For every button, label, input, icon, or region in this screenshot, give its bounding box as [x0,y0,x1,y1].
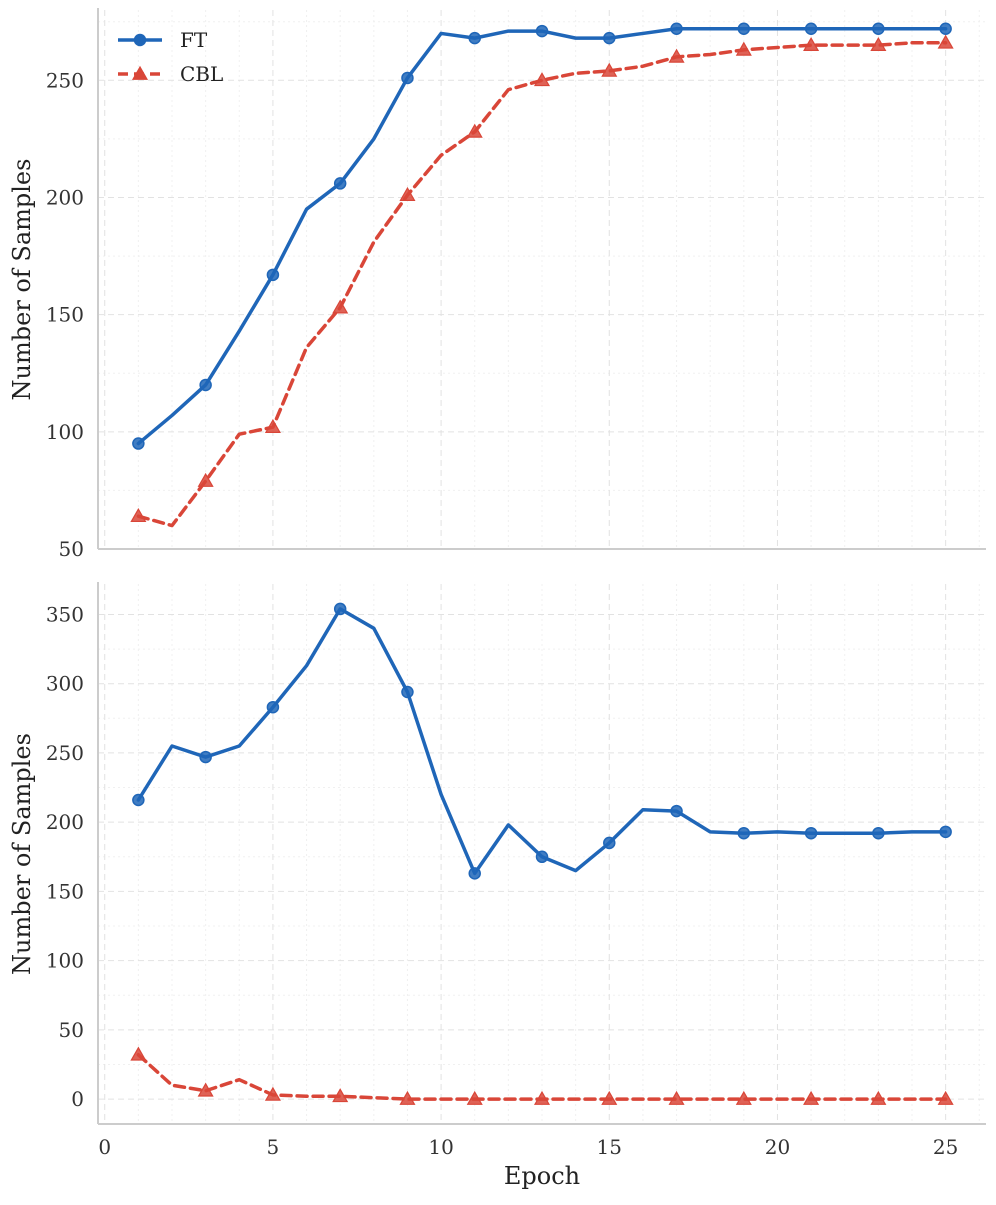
y-tick-label: 100 [46,949,84,973]
data-point-ft [939,22,952,35]
data-point-ft [535,24,549,38]
y-tick-label: 150 [46,303,84,327]
y-axis-title: Number of Samples [8,159,36,401]
data-point-cbl [197,1082,214,1097]
data-point-cbl [803,1090,820,1105]
data-point-cbl [870,36,887,52]
data-point-cbl [399,1090,416,1105]
data-point-cbl [803,36,820,52]
data-point-ft [266,700,280,714]
data-point-ft [872,22,885,35]
legend-label-cbl: CBL [180,62,223,86]
data-point-cbl [466,1090,483,1105]
data-point-ft [468,31,481,45]
data-point-cbl [870,1090,887,1105]
x-tick-label: 15 [597,1135,622,1159]
data-point-cbl [668,1090,685,1105]
x-tick-label: 5 [267,1135,280,1159]
data-point-ft [468,867,481,880]
x-axis-title: Epoch [504,1162,580,1190]
data-point-ft [872,826,885,840]
data-point-cbl [399,186,416,201]
data-point-ft [737,826,751,840]
data-point-cbl [332,1088,349,1103]
data-point-ft [401,71,414,85]
y-tick-label: 200 [46,185,84,209]
data-point-cbl [533,72,551,87]
y-tick-label: 350 [46,602,84,626]
y-tick-label: 250 [46,68,84,92]
data-point-ft [603,836,616,850]
y-tick-label: 50 [59,1018,84,1042]
data-point-cbl [197,472,214,487]
data-point-ft [939,825,952,839]
data-point-ft [132,437,145,450]
data-point-cbl [130,507,147,523]
data-point-ft [670,22,683,35]
legend-marker-cbl [131,65,149,80]
y-tick-label: 100 [46,420,84,444]
y-tick-label: 50 [59,537,84,561]
y-tick-label: 300 [46,672,84,696]
data-point-ft [266,268,280,282]
x-tick-label: 10 [428,1135,453,1159]
data-point-ft [199,750,212,764]
y-tick-label: 200 [46,810,84,834]
data-point-cbl [601,1090,618,1105]
legend-label-ft: FT [180,28,208,52]
x-tick-label: 20 [765,1135,790,1159]
data-point-cbl [130,1046,147,1061]
y-tick-label: 250 [46,741,84,765]
y-tick-label: 0 [71,1087,84,1111]
data-point-ft [737,22,751,35]
data-point-cbl [937,34,954,49]
data-point-cbl [735,41,752,56]
data-point-ft [535,850,549,864]
chart-panel-1: 50 100 150 200 250 Number of Samples FT CBL [8,8,986,561]
legend-marker-ft [133,33,147,47]
data-point-cbl [264,1086,281,1101]
x-tick-label: 0 [98,1135,111,1159]
data-point-ft [333,602,347,616]
data-point-cbl [332,299,349,314]
data-point-ft [670,804,683,818]
chart-panel-2: 0 50 100 150 200 250 300 350 0 5 10 15 20 25 Number of… [8,582,986,1190]
data-point-ft [804,22,818,35]
data-point-cbl [601,62,618,77]
y-tick-label: 150 [46,879,84,903]
data-point-cbl [668,48,685,63]
data-point-ft [804,826,818,840]
y-axis-title: Number of Samples [8,733,36,975]
data-point-cbl [264,418,281,433]
data-point-ft [132,793,145,807]
data-point-cbl [735,1090,752,1105]
x-tick-label: 25 [933,1135,958,1159]
data-point-ft [333,177,347,190]
chart-legend: FT CBL [118,28,223,86]
data-point-cbl [466,123,483,138]
data-point-ft [199,378,212,392]
data-point-cbl [937,1090,954,1105]
data-point-cbl [533,1090,551,1105]
data-point-ft [603,31,616,45]
data-point-ft [401,685,414,699]
